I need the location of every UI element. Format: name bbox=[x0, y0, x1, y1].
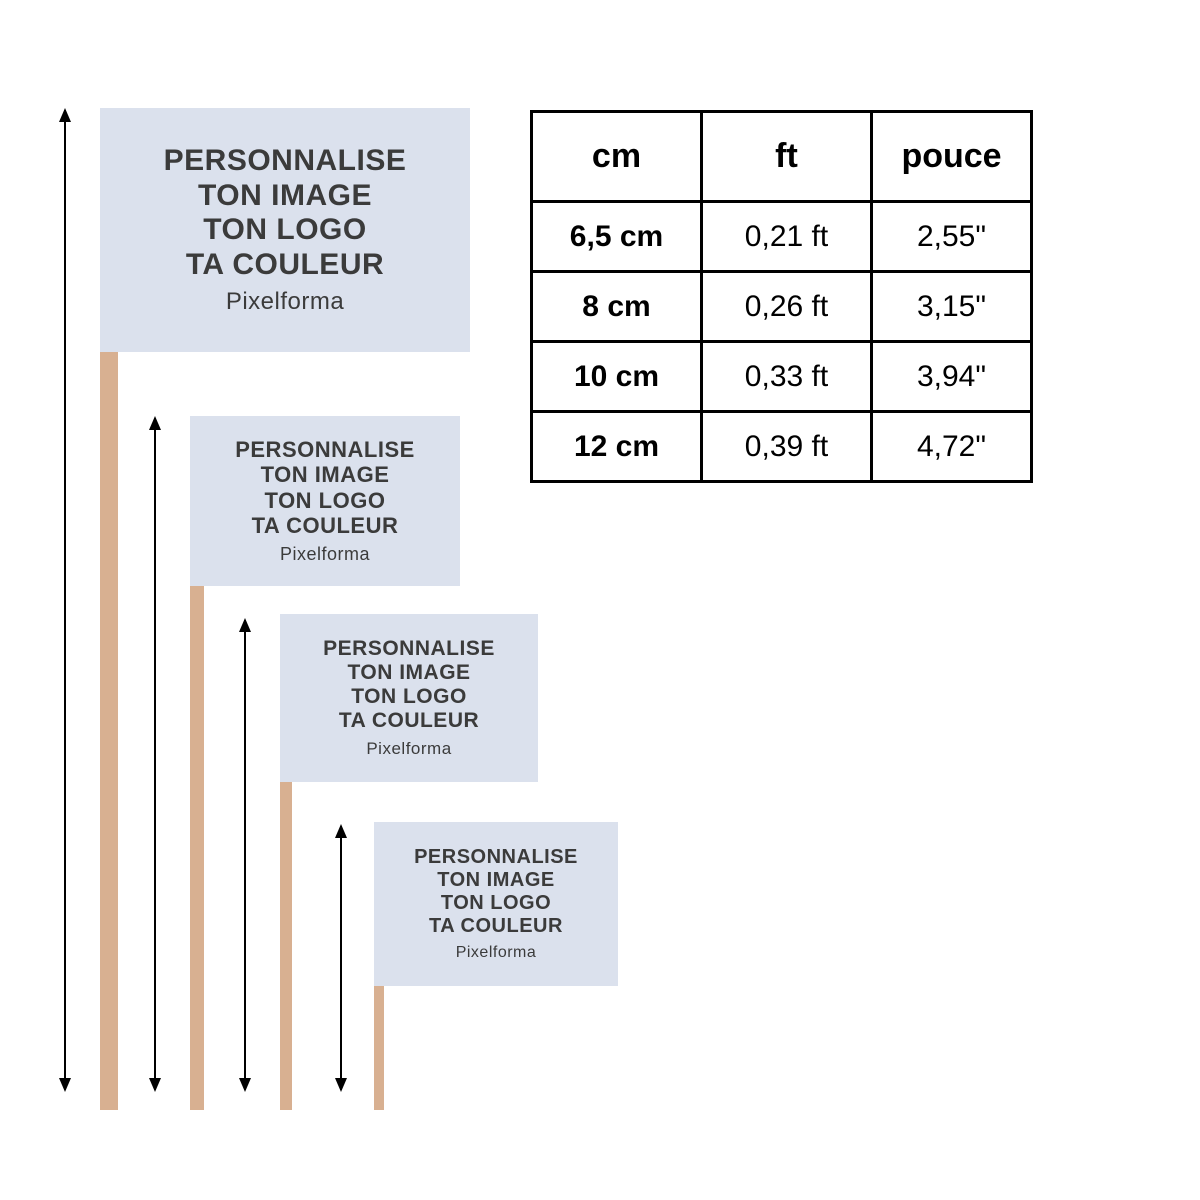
col-header-ft: ft bbox=[702, 112, 872, 202]
flag-text-line1: PERSONNALISE bbox=[164, 144, 407, 179]
flag-10cm: PERSONNALISE TON IMAGE TON LOGO TA COULE… bbox=[190, 416, 460, 586]
col-header-cm: cm bbox=[532, 112, 702, 202]
arrow-up-icon bbox=[335, 824, 347, 838]
cell-pouce: 4,72" bbox=[872, 412, 1032, 482]
cell-pouce: 3,94" bbox=[872, 342, 1032, 412]
flag-text-line1: PERSONNALISE bbox=[323, 637, 495, 661]
flag-text-line2: TON IMAGE bbox=[198, 179, 372, 214]
flag-brand: Pixelforma bbox=[226, 288, 344, 316]
table-header-row: cm ft pouce bbox=[532, 112, 1032, 202]
height-arrow-6-5cm bbox=[340, 826, 342, 1090]
arrow-down-icon bbox=[149, 1078, 161, 1092]
cell-pouce: 2,55" bbox=[872, 202, 1032, 272]
cell-cm: 6,5 cm bbox=[532, 202, 702, 272]
cell-ft: 0,33 ft bbox=[702, 342, 872, 412]
flag-stick-8cm bbox=[280, 780, 292, 1110]
table-row: 12 cm 0,39 ft 4,72" bbox=[532, 412, 1032, 482]
flag-text-line1: PERSONNALISE bbox=[414, 846, 578, 869]
cell-cm: 8 cm bbox=[532, 272, 702, 342]
flag-brand: Pixelforma bbox=[280, 544, 370, 565]
size-conversion-table: cm ft pouce 6,5 cm 0,21 ft 2,55" 8 cm 0,… bbox=[530, 110, 1033, 483]
col-header-pouce: pouce bbox=[872, 112, 1032, 202]
flag-text-line3: TON LOGO bbox=[441, 892, 551, 915]
cell-ft: 0,39 ft bbox=[702, 412, 872, 482]
flag-text-line4: TA COULEUR bbox=[252, 513, 399, 538]
flag-8cm: PERSONNALISE TON IMAGE TON LOGO TA COULE… bbox=[280, 614, 538, 782]
cell-ft: 0,21 ft bbox=[702, 202, 872, 272]
flag-text-line3: TON LOGO bbox=[351, 685, 467, 709]
flag-text-line3: TON LOGO bbox=[265, 488, 386, 513]
arrow-down-icon bbox=[59, 1078, 71, 1092]
cell-cm: 10 cm bbox=[532, 342, 702, 412]
arrow-up-icon bbox=[239, 618, 251, 632]
flag-stick-6-5cm bbox=[374, 986, 384, 1110]
cell-ft: 0,26 ft bbox=[702, 272, 872, 342]
flag-12cm: PERSONNALISE TON IMAGE TON LOGO TA COULE… bbox=[100, 108, 470, 352]
flag-6-5cm: PERSONNALISE TON IMAGE TON LOGO TA COULE… bbox=[374, 822, 618, 986]
flag-text-line4: TA COULEUR bbox=[186, 248, 384, 283]
height-arrow-8cm bbox=[244, 620, 246, 1090]
cell-cm: 12 cm bbox=[532, 412, 702, 482]
table-row: 8 cm 0,26 ft 3,15" bbox=[532, 272, 1032, 342]
flag-stick-12cm bbox=[100, 350, 118, 1110]
flag-text-line4: TA COULEUR bbox=[339, 709, 479, 733]
height-arrow-12cm bbox=[64, 110, 66, 1090]
arrow-up-icon bbox=[59, 108, 71, 122]
diagram-canvas: PERSONNALISE TON IMAGE TON LOGO TA COULE… bbox=[0, 0, 1200, 1200]
flag-text-line4: TA COULEUR bbox=[429, 915, 563, 938]
table-row: 6,5 cm 0,21 ft 2,55" bbox=[532, 202, 1032, 272]
flag-text-line1: PERSONNALISE bbox=[235, 437, 415, 462]
cell-pouce: 3,15" bbox=[872, 272, 1032, 342]
table-row: 10 cm 0,33 ft 3,94" bbox=[532, 342, 1032, 412]
flag-text-line3: TON LOGO bbox=[203, 213, 366, 248]
flag-stick-10cm bbox=[190, 584, 204, 1110]
flag-text-line2: TON IMAGE bbox=[437, 869, 554, 892]
height-arrow-10cm bbox=[154, 418, 156, 1090]
flag-brand: Pixelforma bbox=[366, 739, 451, 759]
arrow-down-icon bbox=[335, 1078, 347, 1092]
flag-brand: Pixelforma bbox=[456, 944, 537, 962]
flag-text-line2: TON IMAGE bbox=[347, 661, 470, 685]
arrow-up-icon bbox=[149, 416, 161, 430]
arrow-down-icon bbox=[239, 1078, 251, 1092]
flag-text-line2: TON IMAGE bbox=[261, 462, 390, 487]
